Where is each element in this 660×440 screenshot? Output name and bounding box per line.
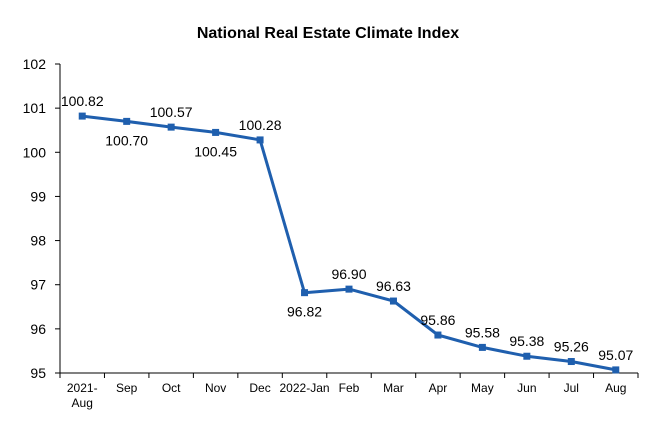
data-label: 95.26 — [554, 339, 589, 355]
data-label: 96.82 — [287, 304, 322, 320]
data-points — [78, 112, 620, 374]
data-label: 100.82 — [61, 93, 104, 109]
x-tick-label: Apr — [429, 381, 448, 395]
x-tick-label: 2022-Jan — [280, 381, 330, 395]
data-label: 95.07 — [598, 347, 633, 363]
data-label: 100.57 — [150, 104, 193, 120]
data-point — [167, 123, 175, 131]
chart-title: National Real Estate Climate Index — [197, 25, 459, 42]
data-point — [212, 128, 220, 136]
data-label: 96.63 — [376, 278, 411, 294]
x-tick-label: Aug — [605, 381, 626, 395]
data-point — [123, 117, 131, 125]
data-label: 96.90 — [331, 266, 366, 282]
y-tick-label: 98 — [30, 233, 46, 249]
data-label: 100.28 — [239, 117, 282, 133]
data-point — [345, 285, 353, 293]
x-tick-label: Dec — [249, 381, 270, 395]
data-point — [301, 289, 309, 297]
x-tick-label: Jul — [564, 381, 579, 395]
y-axis-ticks: 95 96 97 98 99 100 101 102 — [23, 56, 60, 381]
y-tick-label: 96 — [30, 321, 46, 337]
data-point — [389, 297, 397, 305]
y-tick-label: 100 — [23, 144, 47, 160]
x-tick-label: Feb — [339, 381, 360, 395]
y-tick-label: 101 — [23, 100, 47, 116]
x-tick-label: Nov — [205, 381, 226, 395]
data-point — [612, 366, 620, 374]
data-point — [434, 331, 442, 339]
y-tick-label: 95 — [30, 365, 46, 381]
data-label: 95.38 — [509, 333, 544, 349]
data-point — [256, 136, 264, 144]
x-tick-label: May — [471, 381, 494, 395]
y-tick-label: 97 — [30, 277, 46, 293]
x-tick-label: Oct — [162, 381, 181, 395]
data-point — [78, 112, 86, 120]
y-tick-label: 99 — [30, 188, 46, 204]
data-point — [523, 352, 531, 360]
x-tick-label: Jun — [517, 381, 536, 395]
series-line — [82, 114, 617, 372]
data-point — [478, 343, 486, 351]
data-label: 95.58 — [465, 324, 500, 340]
data-label: 100.45 — [194, 143, 237, 159]
data-label: 100.70 — [105, 132, 148, 148]
data-point — [567, 358, 575, 366]
x-tick-label: Sep — [116, 381, 138, 395]
data-label: 95.86 — [420, 312, 455, 328]
x-tick-label: 2021-Aug — [67, 381, 98, 410]
y-tick-label: 102 — [23, 56, 47, 72]
x-axis-ticks: 2021-Aug Sep Oct Nov Dec 2022-Jan Feb Mar Apr May… — [59, 373, 639, 410]
x-tick-label: Mar — [383, 381, 404, 395]
